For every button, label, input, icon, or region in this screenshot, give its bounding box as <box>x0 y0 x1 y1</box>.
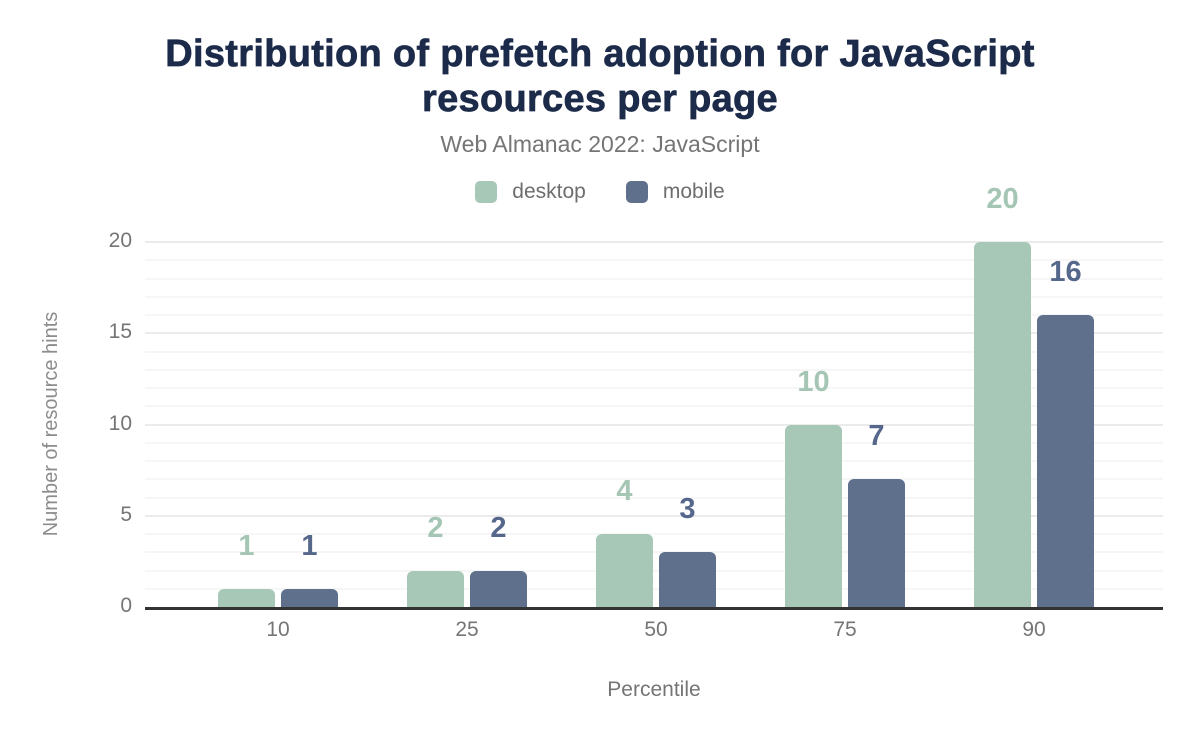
legend-item-desktop: desktop <box>475 180 586 204</box>
gridline-minor <box>145 496 1163 499</box>
y-tick-label: 20 <box>108 229 132 252</box>
gridline-minor <box>145 277 1163 280</box>
chart-title-line2: resources per page <box>421 78 778 121</box>
value-label-desktop-p25: 2 <box>427 511 444 544</box>
gridline-minor <box>145 569 1163 572</box>
value-label-desktop-p90: 20 <box>986 183 1019 215</box>
x-axis-title: Percentile <box>607 678 701 701</box>
gridline-minor <box>145 259 1163 262</box>
x-tick-label: 90 <box>1022 618 1046 641</box>
gridline-minor <box>145 460 1163 462</box>
gridline-major <box>145 332 1163 335</box>
y-tick-label: 15 <box>108 320 132 344</box>
chart-title: Distribution of prefetch adoption for Ja… <box>0 32 1200 122</box>
gridline-minor <box>145 295 1163 298</box>
gridline-minor <box>145 368 1163 371</box>
x-tick-label: 10 <box>266 618 290 641</box>
y-tick-label: 0 <box>120 594 132 617</box>
gridline-minor <box>145 551 1163 554</box>
bar-desktop-p50 <box>596 534 653 607</box>
legend: desktop mobile <box>0 180 1200 204</box>
x-tick-label: 75 <box>833 618 857 641</box>
gridline-minor <box>145 314 1163 316</box>
bar-mobile-p25 <box>470 570 527 607</box>
bar-desktop-p10 <box>218 588 275 607</box>
value-label-mobile-p90: 16 <box>1049 256 1082 288</box>
x-tick-label: 50 <box>644 618 668 641</box>
value-label-mobile-p50: 3 <box>679 493 696 526</box>
gridline-minor <box>145 441 1163 444</box>
gridline-major <box>145 423 1163 426</box>
legend-item-mobile: mobile <box>625 180 725 204</box>
bar-mobile-p75 <box>848 479 905 607</box>
gridline-minor <box>145 587 1163 590</box>
gridline-minor <box>145 533 1163 535</box>
bar-mobile-p50 <box>659 552 716 607</box>
x-axis-baseline <box>145 607 1163 610</box>
legend-swatch-desktop <box>475 181 498 203</box>
value-label-mobile-p25: 2 <box>490 511 507 544</box>
gridline-minor <box>145 387 1163 389</box>
plot-area: 1 1 2 2 4 3 10 7 20 16 <box>145 185 1163 610</box>
chart-title-line1: Distribution of prefetch adoption for Ja… <box>165 33 1035 76</box>
bar-mobile-p90 <box>1037 315 1094 607</box>
bar-desktop-p90 <box>974 242 1031 607</box>
value-label-desktop-p75: 10 <box>797 365 830 398</box>
legend-label-desktop: desktop <box>512 180 586 203</box>
x-tick-label: 25 <box>455 618 479 641</box>
y-tick-label: 5 <box>120 502 132 526</box>
bar-desktop-p25 <box>407 570 464 607</box>
y-tick-label: 10 <box>108 411 132 435</box>
legend-swatch-mobile <box>625 181 648 203</box>
value-label-mobile-p10: 1 <box>301 529 318 562</box>
bar-mobile-p10 <box>281 588 338 607</box>
value-label-desktop-p10: 1 <box>238 529 255 562</box>
legend-label-mobile: mobile <box>662 180 725 203</box>
gridline-major <box>145 241 1163 243</box>
gridline-minor <box>145 350 1163 353</box>
chart-subtitle: Web Almanac 2022: JavaScript <box>440 131 760 157</box>
gridline-minor <box>145 405 1163 408</box>
gridline-minor <box>145 478 1163 481</box>
gridline-major <box>145 514 1163 517</box>
value-label-desktop-p50: 4 <box>616 475 633 507</box>
bar-desktop-p75 <box>785 424 842 607</box>
value-label-mobile-p75: 7 <box>868 420 885 453</box>
